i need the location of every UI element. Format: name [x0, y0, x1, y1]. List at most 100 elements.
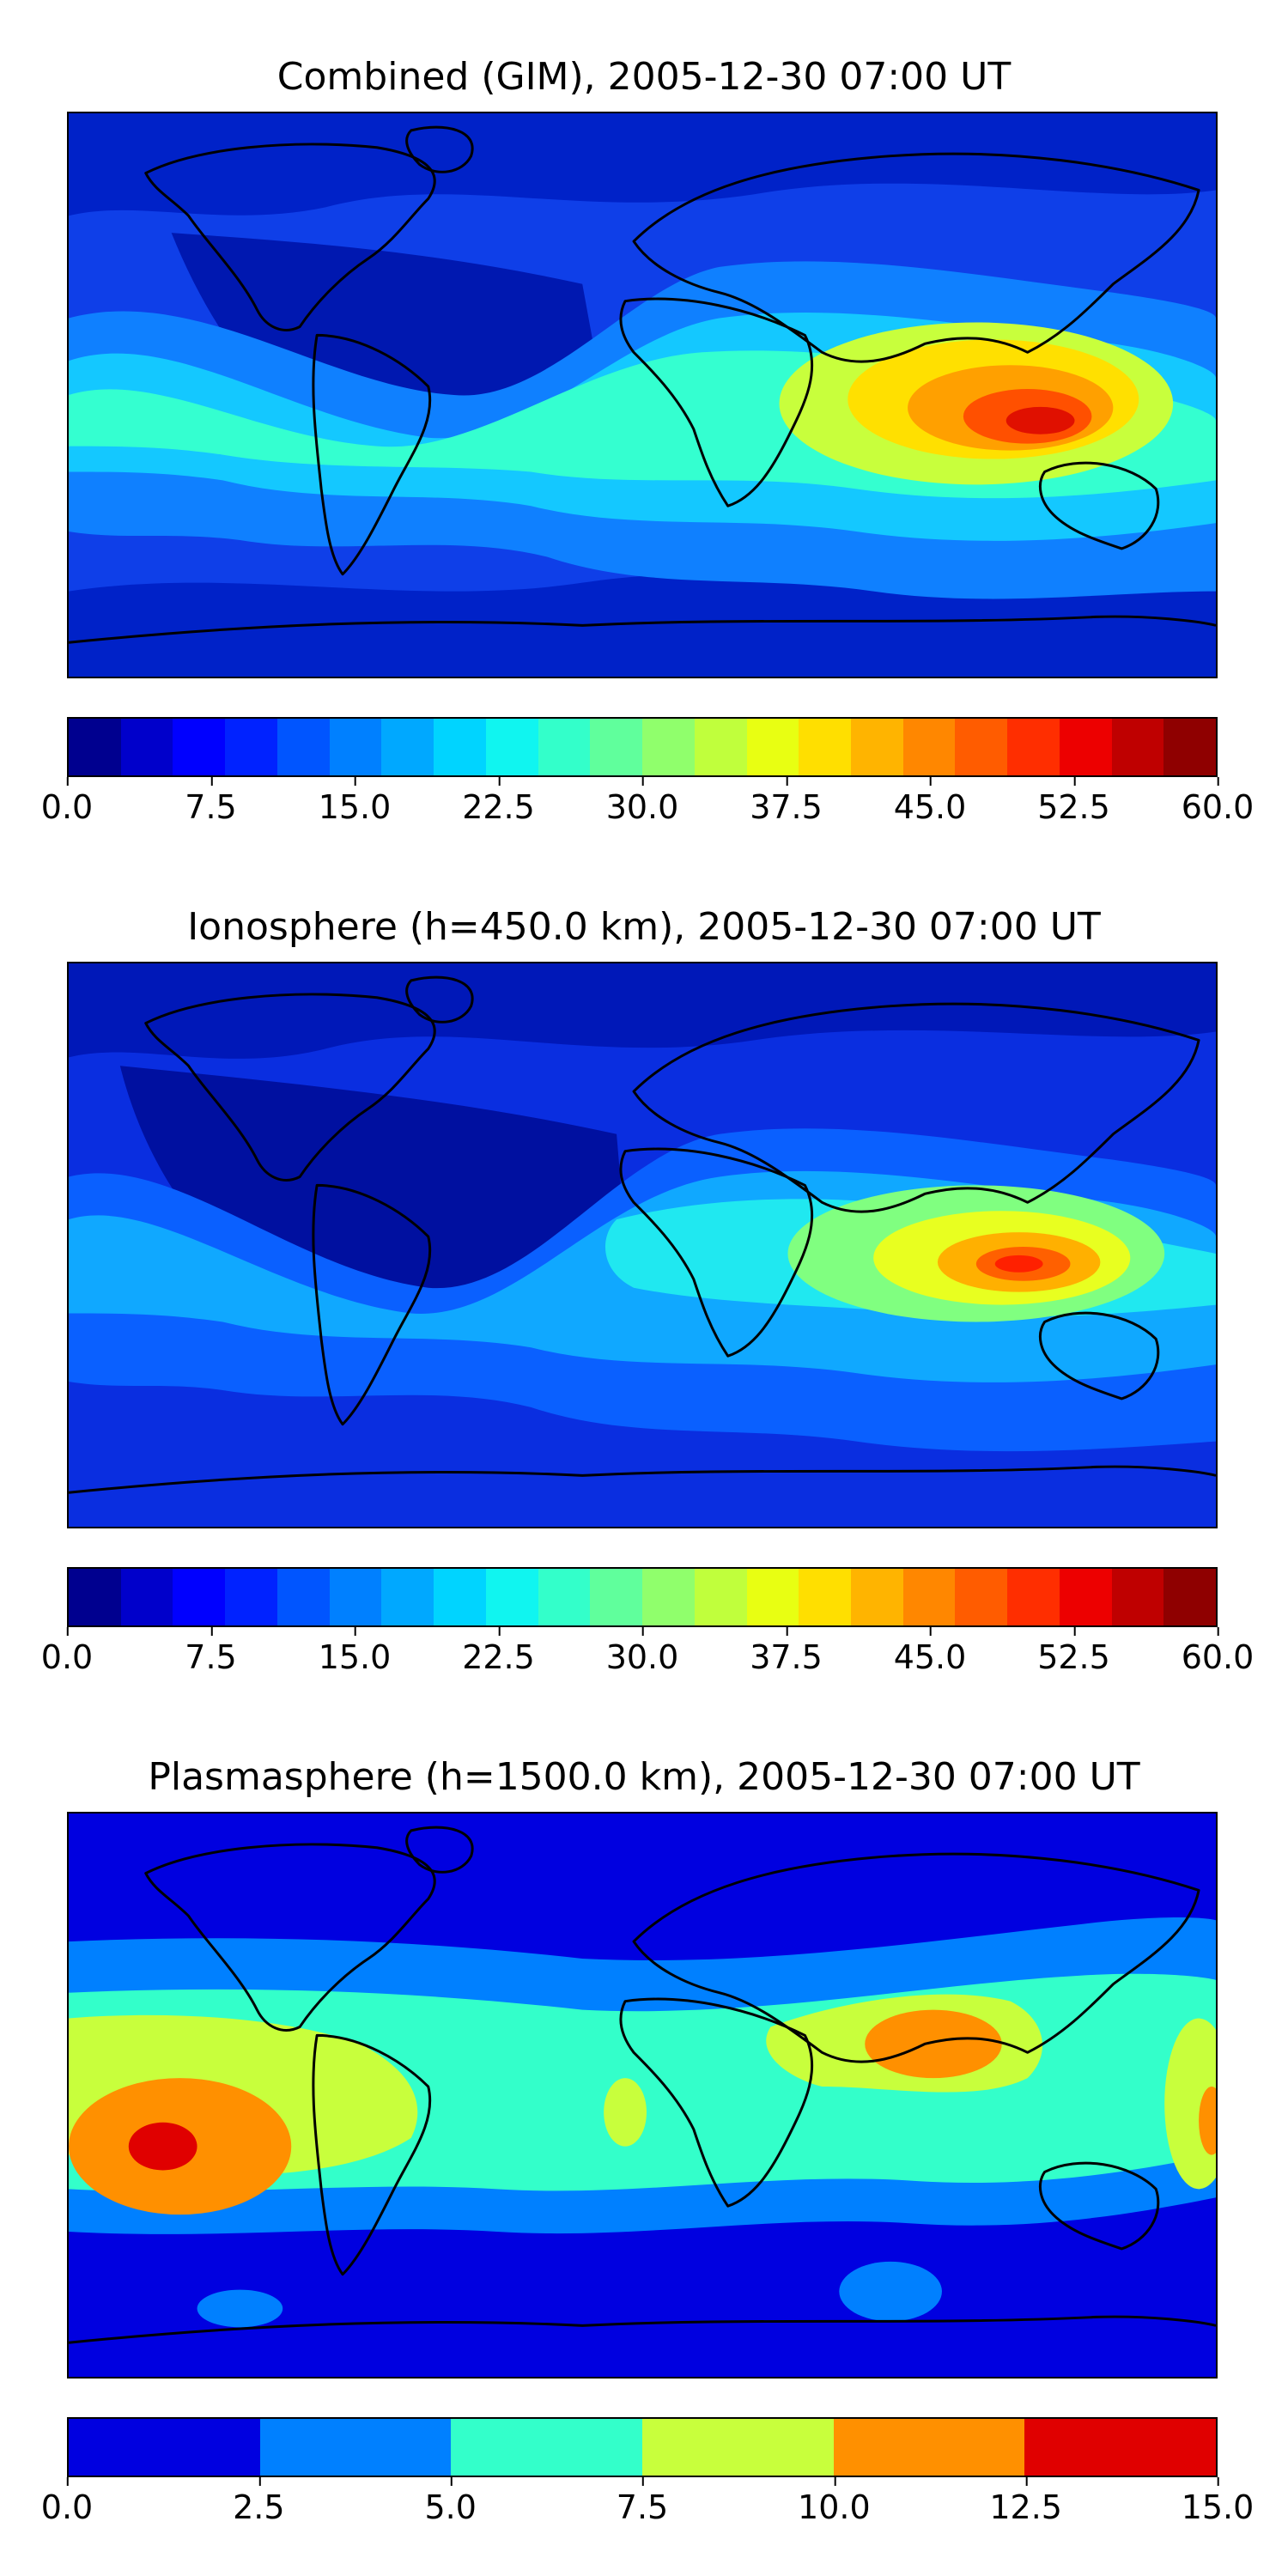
north-polar-low: [69, 113, 1216, 216]
colorbar-segment: [851, 1569, 903, 1625]
south-atlantic-spot: [839, 2261, 942, 2322]
panel-2-map: [67, 962, 1218, 1528]
colorbar-segment: [451, 2419, 643, 2476]
colorbar-segment: [590, 719, 643, 775]
anomaly-5: [994, 1255, 1043, 1273]
colorbar-tick-label: 7.5: [185, 777, 237, 826]
panel-2-title: Ionosphere (h=450.0 km), 2005-12-30 07:0…: [187, 905, 1101, 949]
pacific-east-high: [1164, 2018, 1216, 2190]
tec-map-1: [69, 113, 1216, 677]
colorbar-tick-label: 15.0: [318, 1627, 392, 1676]
south-polar-low: [69, 573, 1216, 677]
contour-fields: [69, 963, 1216, 1452]
colorbar-tick-label: 37.5: [750, 1627, 823, 1676]
colorbar-segment: [1007, 719, 1060, 775]
coast-south-america: [312, 1183, 432, 1426]
panel-1-colorbar-ticks: 0.0 7.5 15.0 22.5 30.0 37.5 45.0 52.5 60.0: [41, 777, 1254, 839]
colorbar-tick-label: 0.0: [40, 2477, 94, 2526]
colorbar-tick-label: 5.0: [424, 2477, 477, 2526]
coast-antarctica: [69, 1465, 1216, 1494]
south-pacific-spot: [197, 2289, 283, 2328]
colorbar-tick-label: 22.5: [462, 777, 535, 826]
colorbar-segment: [902, 719, 956, 775]
colorbar-segment: [276, 1569, 330, 1625]
coast-africa: [619, 1997, 814, 2208]
colorbar-segment: [538, 719, 591, 775]
colorbar-segment: [902, 1569, 956, 1625]
coast-africa: [619, 297, 814, 507]
colorbar-segment: [485, 719, 538, 775]
coast-north-america: [144, 1843, 436, 2032]
coast-australia: [1038, 2161, 1160, 2251]
colorbar-segment: [590, 1569, 643, 1625]
north-polar-low: [69, 963, 1216, 1059]
colorbar-tick-label: 22.5: [462, 1627, 535, 1676]
colorbar-segment: [1007, 1569, 1060, 1625]
colorbar-segment: [69, 719, 121, 775]
colorbar-segment: [642, 2419, 834, 2476]
colorbar-segment: [69, 2419, 260, 2476]
coast-north-america: [144, 993, 436, 1182]
coast-south-america: [312, 333, 432, 576]
panel-3-map: [67, 1812, 1218, 2379]
colorbar-tick-label: 0.0: [40, 777, 94, 826]
colorbar-segment: [955, 719, 1008, 775]
panel-1-colorbar: [67, 717, 1218, 777]
colorbar-segment: [120, 719, 173, 775]
coast-north-america: [144, 143, 436, 331]
colorbar-tick-label: 15.0: [1181, 2477, 1255, 2526]
colorbar-tick-label: 2.5: [233, 2477, 285, 2526]
panel-3-title: Plasmasphere (h=1500.0 km), 2005-12-30 0…: [148, 1755, 1140, 1799]
colorbar-segment: [1163, 1569, 1216, 1625]
dateline-peak-orange: [1199, 2087, 1216, 2155]
colorbar-segment: [1059, 1569, 1112, 1625]
colorbar-segment: [955, 1569, 1008, 1625]
panel-1-title: Combined (GIM), 2005-12-30 07:00 UT: [276, 55, 1012, 99]
colorbar-segment: [1111, 719, 1164, 775]
colorbar-segment: [329, 1569, 382, 1625]
tec-map-2: [69, 963, 1216, 1527]
coast-greenland: [405, 125, 474, 173]
coastlines: [69, 1826, 1216, 2344]
coast-antarctica: [69, 2315, 1216, 2344]
colorbar-tick-label: 45.0: [893, 777, 967, 826]
colorbar-tick-label: 7.5: [185, 1627, 237, 1676]
colorbar-segment: [799, 1569, 852, 1625]
panel-2-colorbar-ticks: 0.0 7.5 15.0 22.5 30.0 37.5 45.0 52.5 60.0: [41, 1627, 1254, 1689]
coastlines: [69, 125, 1216, 644]
colorbar-segment: [69, 1569, 121, 1625]
coast-greenland: [405, 975, 474, 1024]
colorbar-segment: [225, 1569, 277, 1625]
colorbar-segment: [1111, 1569, 1164, 1625]
colorbar-segment: [642, 1569, 695, 1625]
colorbar-tick-label: 0.0: [40, 1627, 94, 1676]
colorbar-tick-label: 45.0: [893, 1627, 967, 1676]
coast-south-america: [312, 2033, 432, 2276]
panel-1-map: [67, 112, 1218, 678]
colorbar-segment: [694, 1569, 747, 1625]
panel-3-colorbar: [67, 2417, 1218, 2477]
coastlines: [69, 975, 1216, 1494]
coast-africa: [619, 1147, 814, 1358]
panel-2-colorbar: [67, 1567, 1218, 1627]
colorbar-tick-label: 12.5: [989, 2477, 1062, 2526]
anomaly-5: [1005, 406, 1075, 434]
colorbar-segment: [173, 719, 226, 775]
coast-eurasia: [632, 152, 1200, 363]
colorbar-segment: [381, 719, 434, 775]
colorbar-segment: [276, 719, 330, 775]
colorbar-segment: [1163, 719, 1216, 775]
colorbar-tick-label: 10.0: [798, 2477, 871, 2526]
coast-eurasia: [632, 1002, 1200, 1213]
colorbar-tick-label: 37.5: [750, 777, 823, 826]
coast-eurasia: [632, 1852, 1200, 2063]
colorbar-segment: [259, 2419, 452, 2476]
colorbar-segment: [1024, 2419, 1216, 2476]
colorbar-tick-label: 52.5: [1037, 777, 1110, 826]
colorbar-segment: [538, 1569, 591, 1625]
contour-fields: [69, 1917, 1216, 2328]
colorbar-segment: [485, 1569, 538, 1625]
asia-peak-orange: [865, 2009, 1002, 2079]
colorbar-segment: [799, 719, 852, 775]
colorbar-tick-label: 60.0: [1181, 1627, 1255, 1676]
